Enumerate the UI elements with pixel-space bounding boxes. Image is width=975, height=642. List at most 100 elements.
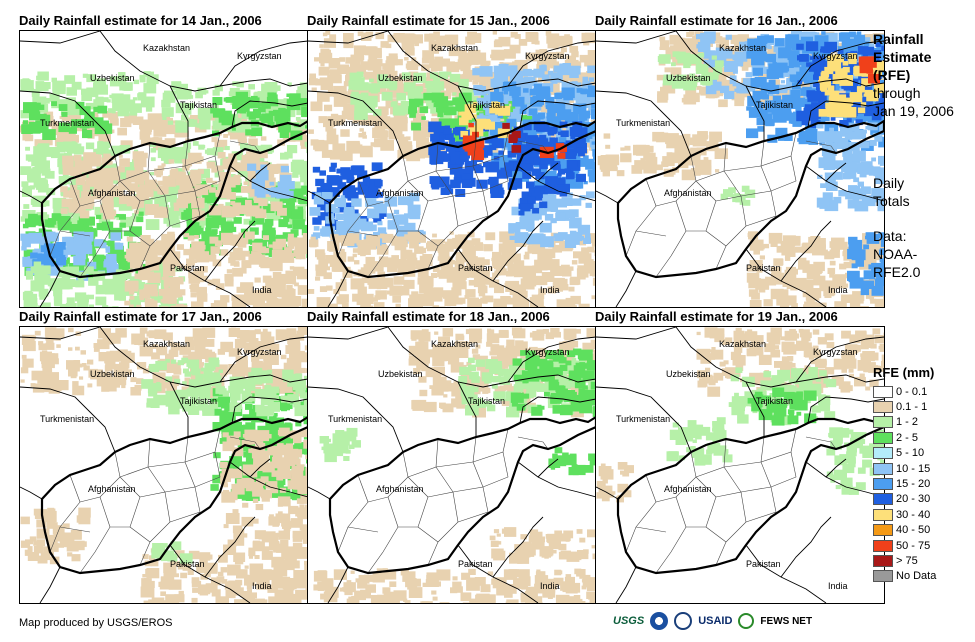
rainfall-cell bbox=[294, 244, 307, 255]
rainfall-cell bbox=[93, 78, 106, 89]
rainfall-cell bbox=[578, 113, 588, 121]
rainfall-cell bbox=[191, 301, 204, 307]
rainfall-cell bbox=[380, 262, 386, 266]
rainfall-cell bbox=[499, 255, 514, 266]
rainfall-cell bbox=[404, 213, 411, 219]
rainfall-cell bbox=[60, 104, 75, 116]
rainfall-cell bbox=[871, 188, 884, 199]
rainfall-cell bbox=[583, 137, 590, 142]
rainfall-cell bbox=[491, 257, 496, 262]
rainfall-cell bbox=[540, 236, 554, 248]
rainfall-cell bbox=[89, 304, 94, 307]
rainfall-cell bbox=[868, 166, 881, 176]
rainfall-cell bbox=[146, 303, 155, 307]
rainfall-cell bbox=[797, 122, 803, 127]
rainfall-cell bbox=[63, 190, 73, 198]
rainfall-cell bbox=[512, 96, 525, 107]
rainfall-cell bbox=[515, 298, 530, 307]
panel-14-jan: Daily Rainfall estimate for 14 Jan., 200… bbox=[19, 12, 309, 308]
rainfall-cell bbox=[643, 162, 657, 174]
rainfall-cell bbox=[814, 35, 829, 47]
rainfall-cell bbox=[234, 250, 246, 261]
rainfall-cell bbox=[276, 234, 285, 242]
rainfall-cell bbox=[400, 249, 413, 260]
rainfall-cell bbox=[168, 159, 175, 164]
rainfall-cell bbox=[585, 233, 591, 239]
rainfall-cell bbox=[481, 69, 487, 74]
rainfall-cell bbox=[663, 46, 668, 51]
rainfall-cell bbox=[153, 242, 167, 253]
rainfall-cell bbox=[821, 31, 826, 35]
rainfall-cell bbox=[353, 45, 366, 55]
rainfall-cell bbox=[525, 135, 539, 146]
rainfall-cell bbox=[199, 120, 211, 130]
rainfall-cell bbox=[478, 291, 486, 297]
rainfall-cell bbox=[326, 49, 331, 54]
rainfall-cell bbox=[846, 118, 852, 123]
rainfall-cell bbox=[780, 111, 792, 121]
rainfall-cell bbox=[332, 207, 340, 214]
rainfall-cell bbox=[584, 141, 592, 148]
rainfall-cell bbox=[656, 74, 664, 81]
rainfall-cell bbox=[875, 42, 881, 47]
rainfall-cell bbox=[587, 158, 595, 164]
rainfall-cell bbox=[438, 118, 451, 128]
rainfall-cell bbox=[515, 222, 524, 229]
rainfall-cell bbox=[824, 172, 835, 181]
rainfall-cell bbox=[870, 126, 881, 135]
rainfall-cell bbox=[205, 227, 212, 233]
rainfall-cell bbox=[613, 166, 618, 171]
rainfall-cell bbox=[255, 170, 269, 181]
rainfall-cell bbox=[604, 160, 618, 172]
rainfall-cell bbox=[124, 300, 131, 306]
rainfall-cell bbox=[274, 182, 281, 187]
rainfall-cell bbox=[825, 107, 833, 113]
rainfall-cell bbox=[878, 136, 884, 148]
rainfall-cell bbox=[522, 125, 537, 137]
rainfall-cell bbox=[210, 107, 218, 114]
rainfall-cell bbox=[535, 306, 546, 307]
rainfall-cell bbox=[69, 211, 75, 217]
rainfall-cell bbox=[161, 163, 166, 167]
rainfall-cell bbox=[365, 256, 375, 265]
rainfall-cell bbox=[494, 260, 506, 270]
rainfall-cell bbox=[794, 246, 803, 253]
rainfall-cell bbox=[832, 160, 844, 170]
rainfall-cell bbox=[572, 121, 583, 130]
rainfall-cell bbox=[446, 61, 460, 73]
rainfall-cell bbox=[188, 271, 197, 279]
rainfall-cell bbox=[415, 266, 420, 270]
rainfall-cell bbox=[501, 86, 509, 92]
rainfall-cell bbox=[313, 226, 320, 231]
rainfall-cell bbox=[834, 301, 847, 307]
rainfall-cell bbox=[861, 78, 872, 87]
rainfall-cell bbox=[524, 93, 531, 99]
rainfall-cell bbox=[504, 91, 509, 95]
rainfall-cell bbox=[230, 197, 242, 207]
rainfall-cell bbox=[798, 31, 808, 39]
rainfall-cell bbox=[519, 222, 529, 230]
rainfall-cell bbox=[496, 169, 509, 179]
rainfall-cell bbox=[860, 141, 870, 149]
rainfall-cell bbox=[431, 273, 438, 278]
rainfall-cell bbox=[568, 209, 579, 218]
rainfall-cell bbox=[768, 63, 780, 73]
rainfall-cell bbox=[292, 281, 297, 285]
rainfall-cell bbox=[207, 279, 216, 286]
rainfall-cell bbox=[138, 275, 144, 280]
rainfall-cell bbox=[806, 62, 812, 67]
rainfall-cell bbox=[474, 74, 485, 83]
rainfall-cell bbox=[591, 109, 596, 120]
rainfall-cell bbox=[335, 213, 344, 221]
rainfall-cell bbox=[824, 32, 838, 44]
rainfall-cell bbox=[352, 165, 365, 176]
rainfall-cell bbox=[132, 116, 144, 125]
rainfall-cell bbox=[498, 64, 509, 73]
rainfall-cell bbox=[106, 267, 117, 276]
rainfall-cell bbox=[232, 96, 246, 107]
rainfall-cell bbox=[129, 295, 135, 300]
country-label-india: India bbox=[540, 285, 560, 295]
rainfall-cell bbox=[835, 106, 848, 117]
rainfall-cell bbox=[191, 241, 205, 253]
rainfall-cell bbox=[399, 116, 408, 124]
